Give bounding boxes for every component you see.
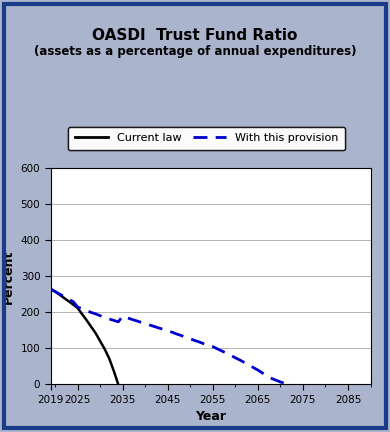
- Y-axis label: Percent: Percent: [2, 249, 15, 304]
- Text: (assets as a percentage of annual expenditures): (assets as a percentage of annual expend…: [34, 45, 356, 58]
- Text: OASDI  Trust Fund Ratio: OASDI Trust Fund Ratio: [92, 28, 298, 43]
- X-axis label: Year: Year: [195, 410, 226, 423]
- Legend: Current law, With this provision: Current law, With this provision: [68, 127, 345, 150]
